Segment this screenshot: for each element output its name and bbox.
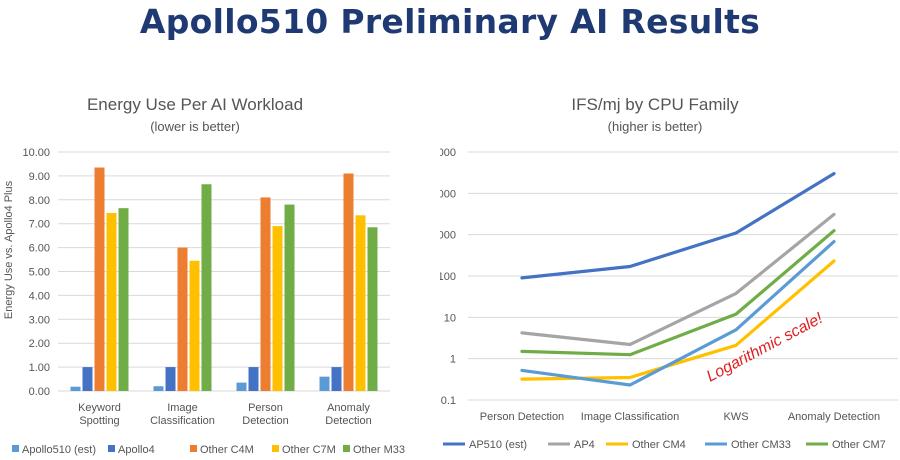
- legend-swatch: [343, 445, 350, 452]
- y-tick-label: 8.00: [29, 195, 50, 207]
- bar: [319, 376, 330, 391]
- legend-swatch: [272, 445, 279, 452]
- bar: [236, 382, 247, 391]
- y-tick-label: 0.00: [29, 386, 50, 398]
- x-tick-label: Image Classification: [581, 411, 679, 423]
- x-tick-label: Anomaly: [327, 402, 370, 414]
- legend-swatch: [108, 445, 115, 452]
- bar: [153, 386, 164, 391]
- bar: [355, 215, 366, 391]
- legend-label: Apollo510 (est): [22, 444, 96, 456]
- x-tick-label: Anomaly Detection: [788, 411, 880, 423]
- legend-label: Other C7M: [282, 444, 336, 456]
- legend-label: AP510 (est): [469, 439, 527, 451]
- y-tick-label: 6.00: [29, 243, 50, 255]
- legend-label: Other C4M: [200, 444, 254, 456]
- x-tick-label: KWS: [723, 411, 748, 423]
- chart-subtitle: (lower is better): [150, 119, 240, 134]
- x-tick-label: Person: [248, 402, 283, 414]
- y-tick-label: 0.1: [441, 395, 456, 407]
- y-tick-label: 9.00: [29, 171, 50, 183]
- bar: [165, 367, 176, 391]
- bar: [118, 208, 129, 391]
- bar: [70, 386, 81, 391]
- series-line: [520, 240, 836, 387]
- chart-title: Energy Use Per AI Workload: [87, 95, 303, 114]
- x-tick-label: Person Detection: [480, 411, 564, 423]
- bar: [189, 260, 200, 391]
- chart-title: IFS/mj by CPU Family: [571, 95, 739, 114]
- bar: [367, 227, 378, 391]
- bar: [284, 204, 295, 391]
- chart-subtitle: (higher is better): [608, 119, 703, 134]
- legend-label: Other CM7: [832, 439, 886, 451]
- x-tick-label: Classification: [150, 415, 215, 427]
- legend-swatch: [190, 445, 197, 452]
- y-tick-label: 10: [444, 312, 456, 324]
- x-tick-label: Image: [167, 402, 198, 414]
- legend-label: Other CM33: [731, 439, 791, 451]
- bar: [177, 247, 188, 391]
- legend-label: Other CM4: [632, 439, 686, 451]
- y-tick-label: 1: [450, 354, 456, 366]
- series-line: [520, 172, 836, 280]
- legend-swatch: [12, 445, 19, 452]
- bar: [248, 367, 259, 391]
- x-tick-label: Detection: [325, 415, 371, 427]
- y-tick-label: 10.00: [22, 147, 50, 159]
- energy-bar-chart: Energy Use Per AI Workload (lower is bet…: [3, 95, 405, 456]
- legend-label: AP4: [574, 439, 595, 451]
- bar: [272, 226, 283, 391]
- bar: [201, 184, 212, 391]
- x-tick-label: Keyword: [78, 402, 121, 414]
- y-tick-label: 3.00: [29, 314, 50, 326]
- y-axis-label: Energy Use vs. Apollo4 Plus: [3, 180, 15, 319]
- x-tick-label: Detection: [242, 415, 288, 427]
- bar: [343, 173, 354, 391]
- legend-label: Other M33: [353, 444, 405, 456]
- bar: [82, 367, 93, 391]
- series-line: [520, 229, 836, 357]
- bar: [331, 367, 342, 391]
- bar: [94, 167, 105, 391]
- y-tick-label: 1.00: [29, 362, 50, 374]
- bar: [106, 212, 117, 391]
- y-tick-label: 2.00: [29, 338, 50, 350]
- y-tick-label: 7.00: [29, 219, 50, 231]
- y-tick-label: 100: [440, 271, 456, 283]
- legend-label: Apollo4: [118, 444, 155, 456]
- series-line: [520, 212, 836, 347]
- bar: [260, 197, 271, 391]
- y-tick-label: 5.00: [29, 267, 50, 279]
- x-tick-label: Spotting: [79, 415, 119, 427]
- page-title: Apollo510 Preliminary AI Results: [139, 2, 761, 41]
- ifs-line-chart: IFS/mj by CPU Family (higher is better) …: [440, 95, 898, 451]
- y-tick-label: 4.00: [29, 290, 50, 302]
